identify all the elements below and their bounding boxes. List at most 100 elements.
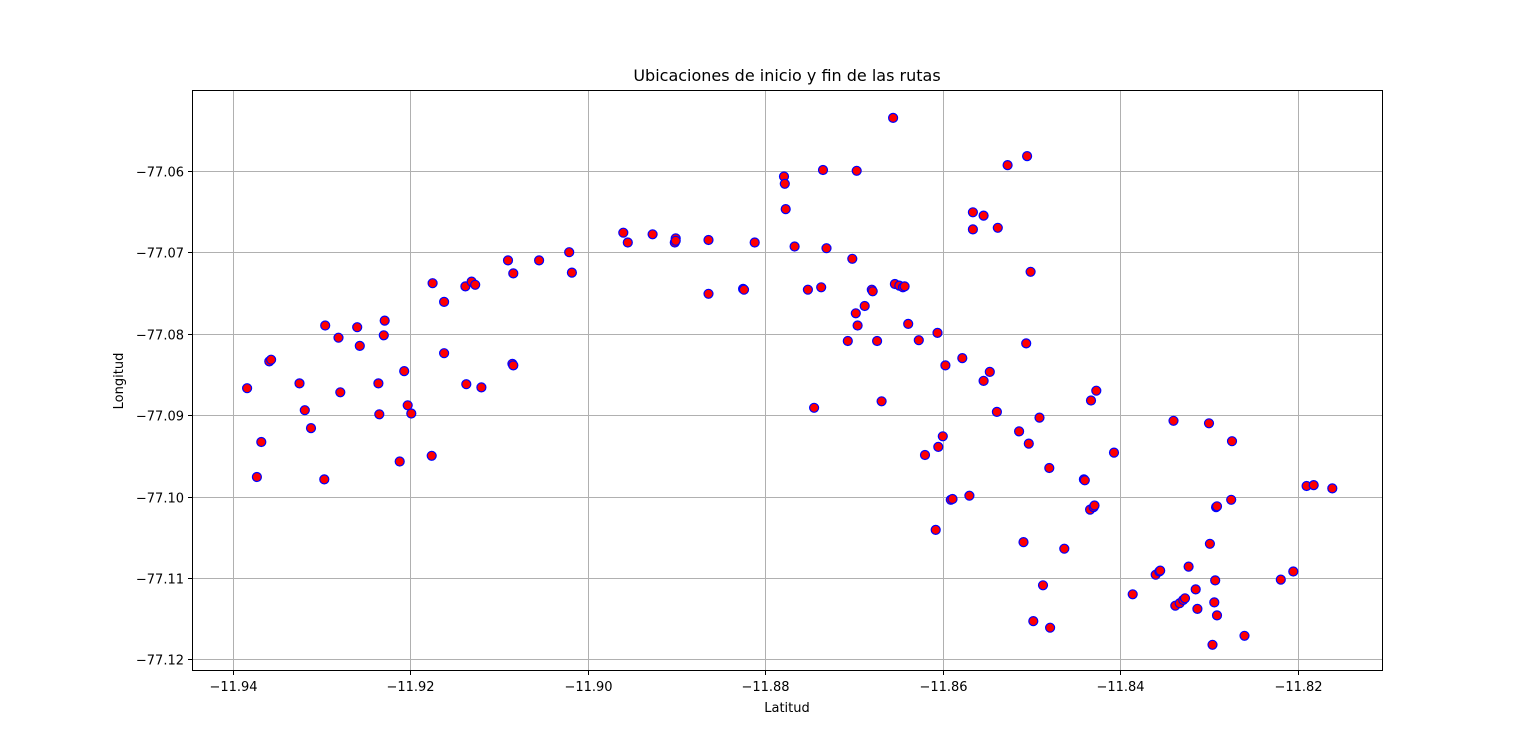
data-point bbox=[1168, 415, 1179, 426]
y-tick-label: −77.07 bbox=[136, 247, 184, 262]
data-point bbox=[1226, 436, 1238, 447]
data-point bbox=[1034, 412, 1045, 423]
chart-title: Ubicaciones de inicio y fin de las rutas bbox=[633, 66, 940, 85]
data-point bbox=[1037, 580, 1049, 591]
data-point bbox=[1192, 603, 1203, 615]
data-point bbox=[378, 330, 389, 341]
y-axis-label: Longitud bbox=[112, 353, 127, 410]
data-point bbox=[847, 253, 858, 264]
data-point bbox=[427, 278, 438, 289]
data-point bbox=[394, 456, 405, 467]
data-point bbox=[1021, 151, 1033, 162]
data-point bbox=[1028, 615, 1039, 627]
x-axis-label: Latitud bbox=[764, 701, 810, 716]
data-point bbox=[703, 234, 714, 246]
data-point bbox=[1226, 494, 1237, 505]
data-point bbox=[299, 405, 310, 416]
data-point bbox=[1211, 501, 1223, 512]
x-tick-label: −11.92 bbox=[386, 680, 434, 695]
data-point bbox=[1327, 483, 1338, 494]
y-tick-label: −77.10 bbox=[136, 492, 184, 507]
y-tick-label: −77.09 bbox=[136, 410, 184, 425]
data-point bbox=[899, 281, 910, 292]
data-point bbox=[508, 268, 519, 279]
data-point bbox=[978, 210, 989, 221]
data-point bbox=[533, 255, 545, 266]
data-point bbox=[439, 296, 450, 307]
data-point bbox=[1021, 338, 1032, 349]
data-point bbox=[266, 354, 277, 365]
y-tick-label: −77.11 bbox=[136, 573, 184, 588]
x-axis-ticks: −11.94 −11.92 −11.90 −11.88 −11.86 −11.84 −11.… bbox=[209, 670, 1323, 695]
data-point bbox=[352, 322, 363, 333]
data-point bbox=[967, 224, 979, 235]
data-point bbox=[354, 340, 365, 351]
data-point bbox=[1018, 536, 1029, 548]
data-point bbox=[780, 204, 791, 215]
data-point bbox=[564, 247, 575, 258]
data-point bbox=[1044, 462, 1055, 474]
data-point bbox=[470, 279, 481, 290]
data-point bbox=[242, 383, 253, 394]
data-points bbox=[242, 112, 1338, 650]
data-point bbox=[320, 320, 331, 331]
data-point bbox=[978, 375, 989, 386]
data-point bbox=[1239, 630, 1250, 641]
data-point bbox=[991, 406, 1003, 417]
data-point bbox=[940, 360, 951, 371]
data-point bbox=[439, 348, 450, 359]
data-point bbox=[876, 396, 887, 407]
data-point bbox=[1002, 160, 1013, 171]
data-point bbox=[1275, 574, 1286, 585]
data-point bbox=[1044, 622, 1056, 633]
data-point bbox=[779, 178, 790, 189]
x-tick-label: −11.86 bbox=[919, 680, 967, 695]
data-point bbox=[1203, 418, 1215, 429]
data-point bbox=[1089, 500, 1100, 511]
y-tick-label: −77.06 bbox=[136, 166, 184, 181]
data-point bbox=[930, 524, 941, 536]
data-point bbox=[789, 241, 800, 252]
data-point bbox=[379, 315, 390, 326]
data-point bbox=[335, 387, 346, 398]
data-point bbox=[1155, 565, 1166, 576]
data-point bbox=[867, 286, 878, 297]
data-point bbox=[1091, 385, 1102, 396]
data-point bbox=[1079, 475, 1090, 486]
data-point bbox=[461, 379, 472, 390]
data-point bbox=[399, 366, 410, 377]
data-point bbox=[1211, 610, 1223, 621]
data-point bbox=[1108, 447, 1120, 458]
data-point bbox=[964, 490, 975, 501]
x-tick-label: −11.82 bbox=[1274, 680, 1322, 695]
data-point bbox=[622, 237, 633, 248]
x-tick-label: −11.88 bbox=[741, 680, 789, 695]
data-point bbox=[859, 300, 870, 312]
data-point bbox=[871, 335, 883, 347]
data-point bbox=[749, 237, 760, 248]
data-point bbox=[426, 450, 437, 461]
x-tick-label: −11.94 bbox=[209, 680, 257, 695]
data-point bbox=[294, 378, 305, 389]
data-point bbox=[305, 423, 317, 434]
data-point bbox=[852, 320, 863, 331]
data-point bbox=[1207, 639, 1218, 650]
data-point bbox=[808, 402, 820, 413]
data-point bbox=[1013, 426, 1025, 437]
data-point bbox=[508, 360, 519, 371]
data-point bbox=[1127, 589, 1138, 600]
data-point bbox=[821, 243, 832, 254]
data-point bbox=[851, 165, 862, 176]
y-axis-ticks: −77.06 −77.07 −77.08 −77.09 −77.10 −77.11 −77.… bbox=[136, 166, 193, 669]
data-point bbox=[937, 431, 948, 442]
data-point bbox=[1183, 561, 1194, 572]
data-point bbox=[1025, 266, 1036, 277]
y-tick-label: −77.12 bbox=[136, 654, 184, 669]
data-point bbox=[967, 207, 979, 218]
data-point bbox=[406, 408, 417, 419]
data-point bbox=[566, 267, 578, 278]
x-tick-label: −11.90 bbox=[564, 680, 612, 695]
data-point bbox=[903, 318, 914, 329]
data-point bbox=[887, 112, 899, 124]
